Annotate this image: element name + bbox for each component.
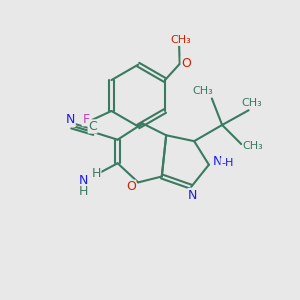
Text: CH₃: CH₃ [241, 98, 262, 108]
Text: N: N [212, 155, 222, 168]
Text: H: H [92, 167, 101, 180]
Text: H: H [79, 185, 88, 198]
Text: F: F [82, 113, 89, 126]
Text: N: N [188, 188, 197, 202]
Text: CH₃: CH₃ [243, 141, 263, 151]
Text: CH₃: CH₃ [193, 86, 213, 96]
Text: C: C [88, 120, 97, 133]
Text: CH₃: CH₃ [170, 35, 191, 45]
Text: O: O [126, 180, 136, 193]
Text: O: O [181, 57, 191, 70]
Text: N: N [79, 174, 88, 188]
Text: -H: -H [221, 158, 233, 168]
Text: N: N [66, 113, 75, 127]
